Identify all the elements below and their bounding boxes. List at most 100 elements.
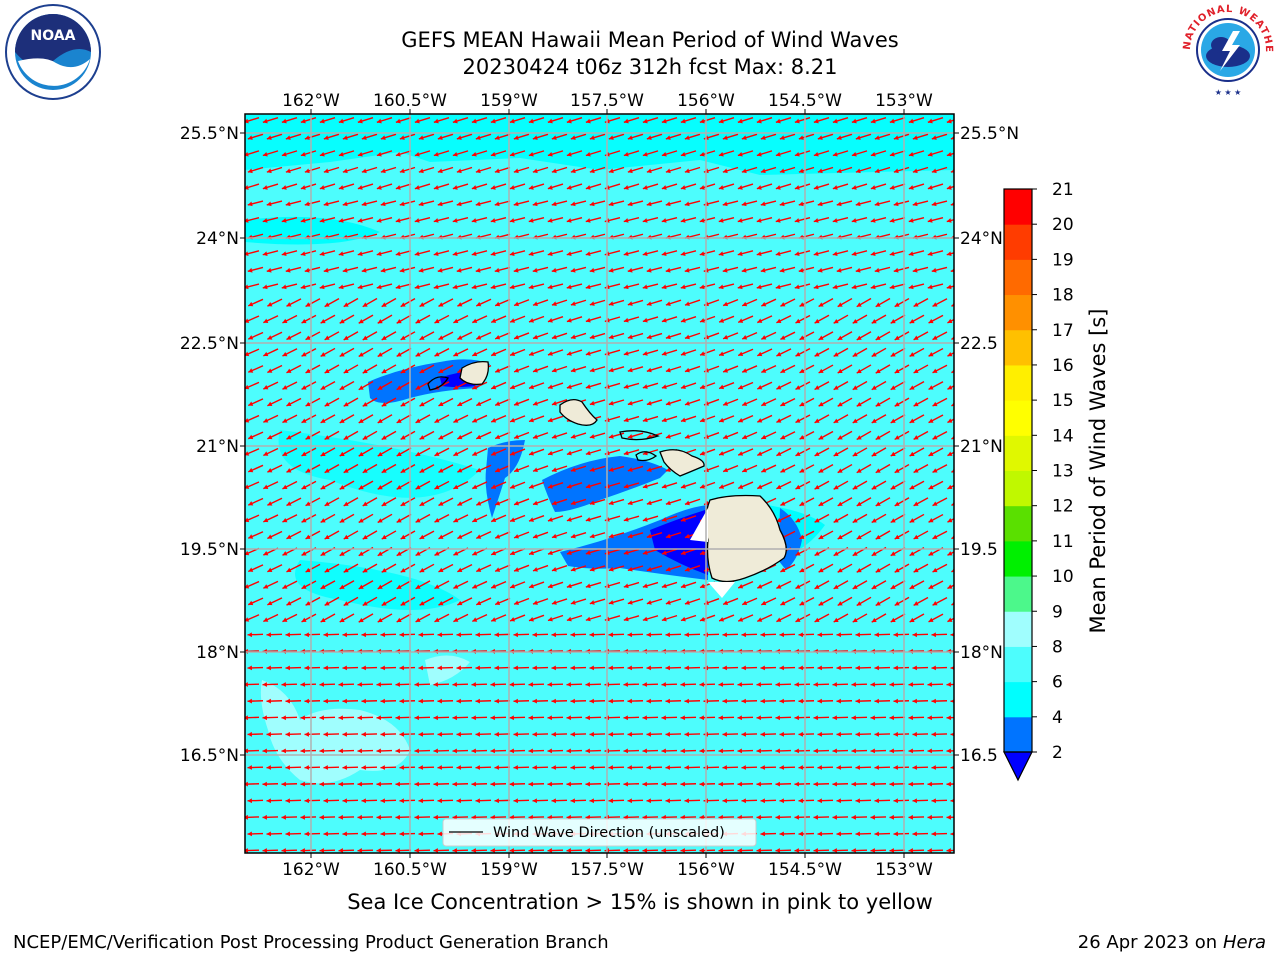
island-kauai <box>459 360 490 386</box>
wind-arrow <box>418 798 435 804</box>
wind-arrow <box>737 682 754 687</box>
wind-arrow <box>928 613 944 623</box>
wind-arrow <box>304 632 321 638</box>
wind-arrow <box>893 698 910 704</box>
wind-arrow <box>851 748 868 754</box>
wind-arrow <box>627 632 644 638</box>
wind-arrow <box>912 200 929 207</box>
wind-arrow <box>319 150 336 157</box>
wind-arrow <box>338 117 355 124</box>
wind-arrow <box>490 348 507 357</box>
wind-arrow <box>395 848 412 853</box>
wind-arrow <box>699 848 716 853</box>
wind-arrow <box>566 349 583 356</box>
wind-arrow <box>775 682 792 687</box>
wind-arrow <box>456 765 473 770</box>
wind-arrow <box>452 848 469 853</box>
wind-arrow <box>779 765 796 770</box>
wind-arrow <box>798 698 815 704</box>
lon-label-bottom: 153°W <box>875 860 933 880</box>
wind-arrow <box>661 250 678 256</box>
wind-arrow <box>490 250 507 256</box>
wind-arrow <box>263 481 279 490</box>
wind-arrow <box>532 432 549 439</box>
wind-arrow <box>399 200 416 207</box>
wind-arrow <box>323 731 340 737</box>
wind-arrow <box>661 183 678 190</box>
wind-arrow <box>856 530 872 540</box>
wind-arrow <box>623 250 640 256</box>
wind-arrow <box>266 632 283 638</box>
wind-arrow <box>419 298 435 308</box>
wind-arrow <box>380 133 397 140</box>
wind-arrow <box>818 563 834 573</box>
wind-arrow <box>661 415 678 423</box>
wind-arrow <box>875 397 891 407</box>
wind-arrow <box>776 414 792 423</box>
wind-arrow <box>357 682 374 687</box>
wind-arrow <box>324 430 340 440</box>
wind-arrow <box>566 515 583 522</box>
wind-arrow <box>585 449 602 456</box>
wind-arrow <box>490 448 507 456</box>
wind-arrow <box>875 430 891 441</box>
nws-logo: NATIONAL WEATHER SERVICE ★ ★ ★ <box>1178 1 1274 97</box>
wind-arrow <box>362 497 378 507</box>
wind-arrow <box>509 183 526 190</box>
wind-arrow <box>247 166 264 174</box>
wind-arrow <box>300 216 317 223</box>
wind-arrow <box>267 431 283 440</box>
wind-arrow <box>414 814 431 820</box>
wind-arrow <box>722 464 739 473</box>
wind-arrow <box>282 314 298 324</box>
wind-arrow <box>475 266 492 273</box>
wind-arrow <box>528 614 545 622</box>
wind-arrow <box>395 814 412 820</box>
wind-arrow <box>528 548 545 556</box>
wind-arrow <box>893 632 910 638</box>
wind-arrow <box>263 414 279 423</box>
lat-label-left: 24°N <box>196 229 239 249</box>
wind-arrow <box>532 731 549 737</box>
wind-arrow <box>305 596 321 606</box>
wind-arrow <box>285 798 302 804</box>
wind-arrow <box>946 814 954 820</box>
wind-arrow <box>737 748 754 754</box>
wind-arrow <box>319 117 336 124</box>
wind-arrow <box>855 831 872 837</box>
wind-arrow <box>475 298 492 307</box>
wind-arrow <box>722 298 739 307</box>
wind-arrow <box>756 216 773 223</box>
footer-host: Hera <box>1222 932 1266 953</box>
wind-arrow <box>380 831 397 837</box>
wind-arrow <box>947 484 954 490</box>
wind-arrow <box>490 216 507 223</box>
wind-arrow <box>323 765 340 770</box>
wind-arrow <box>874 698 891 704</box>
wind-arrow <box>817 831 834 837</box>
wind-arrow <box>608 632 625 638</box>
wind-arrow <box>305 397 321 407</box>
wind-arrow <box>245 283 260 290</box>
wind-arrow <box>913 298 929 308</box>
wind-arrow <box>795 613 811 623</box>
wind-arrow <box>585 349 602 356</box>
colorbar-level <box>1004 646 1032 683</box>
wind-arrow <box>585 848 602 853</box>
wind-arrow <box>798 798 815 804</box>
wind-arrow <box>490 381 507 390</box>
wind-arrow <box>437 665 454 671</box>
wind-arrow <box>434 348 450 357</box>
wind-arrow <box>547 250 564 256</box>
wind-arrow <box>267 497 283 506</box>
wind-arrow <box>927 682 944 687</box>
wind-arrow <box>623 848 640 853</box>
wind-arrow <box>646 798 663 804</box>
wind-arrow <box>608 565 625 572</box>
wind-arrow <box>836 200 853 207</box>
wind-arrow <box>680 715 697 721</box>
wind-arrow <box>532 299 549 307</box>
wind-arrow <box>851 848 868 853</box>
wind-arrow <box>818 430 834 440</box>
wind-arrow <box>452 250 469 256</box>
